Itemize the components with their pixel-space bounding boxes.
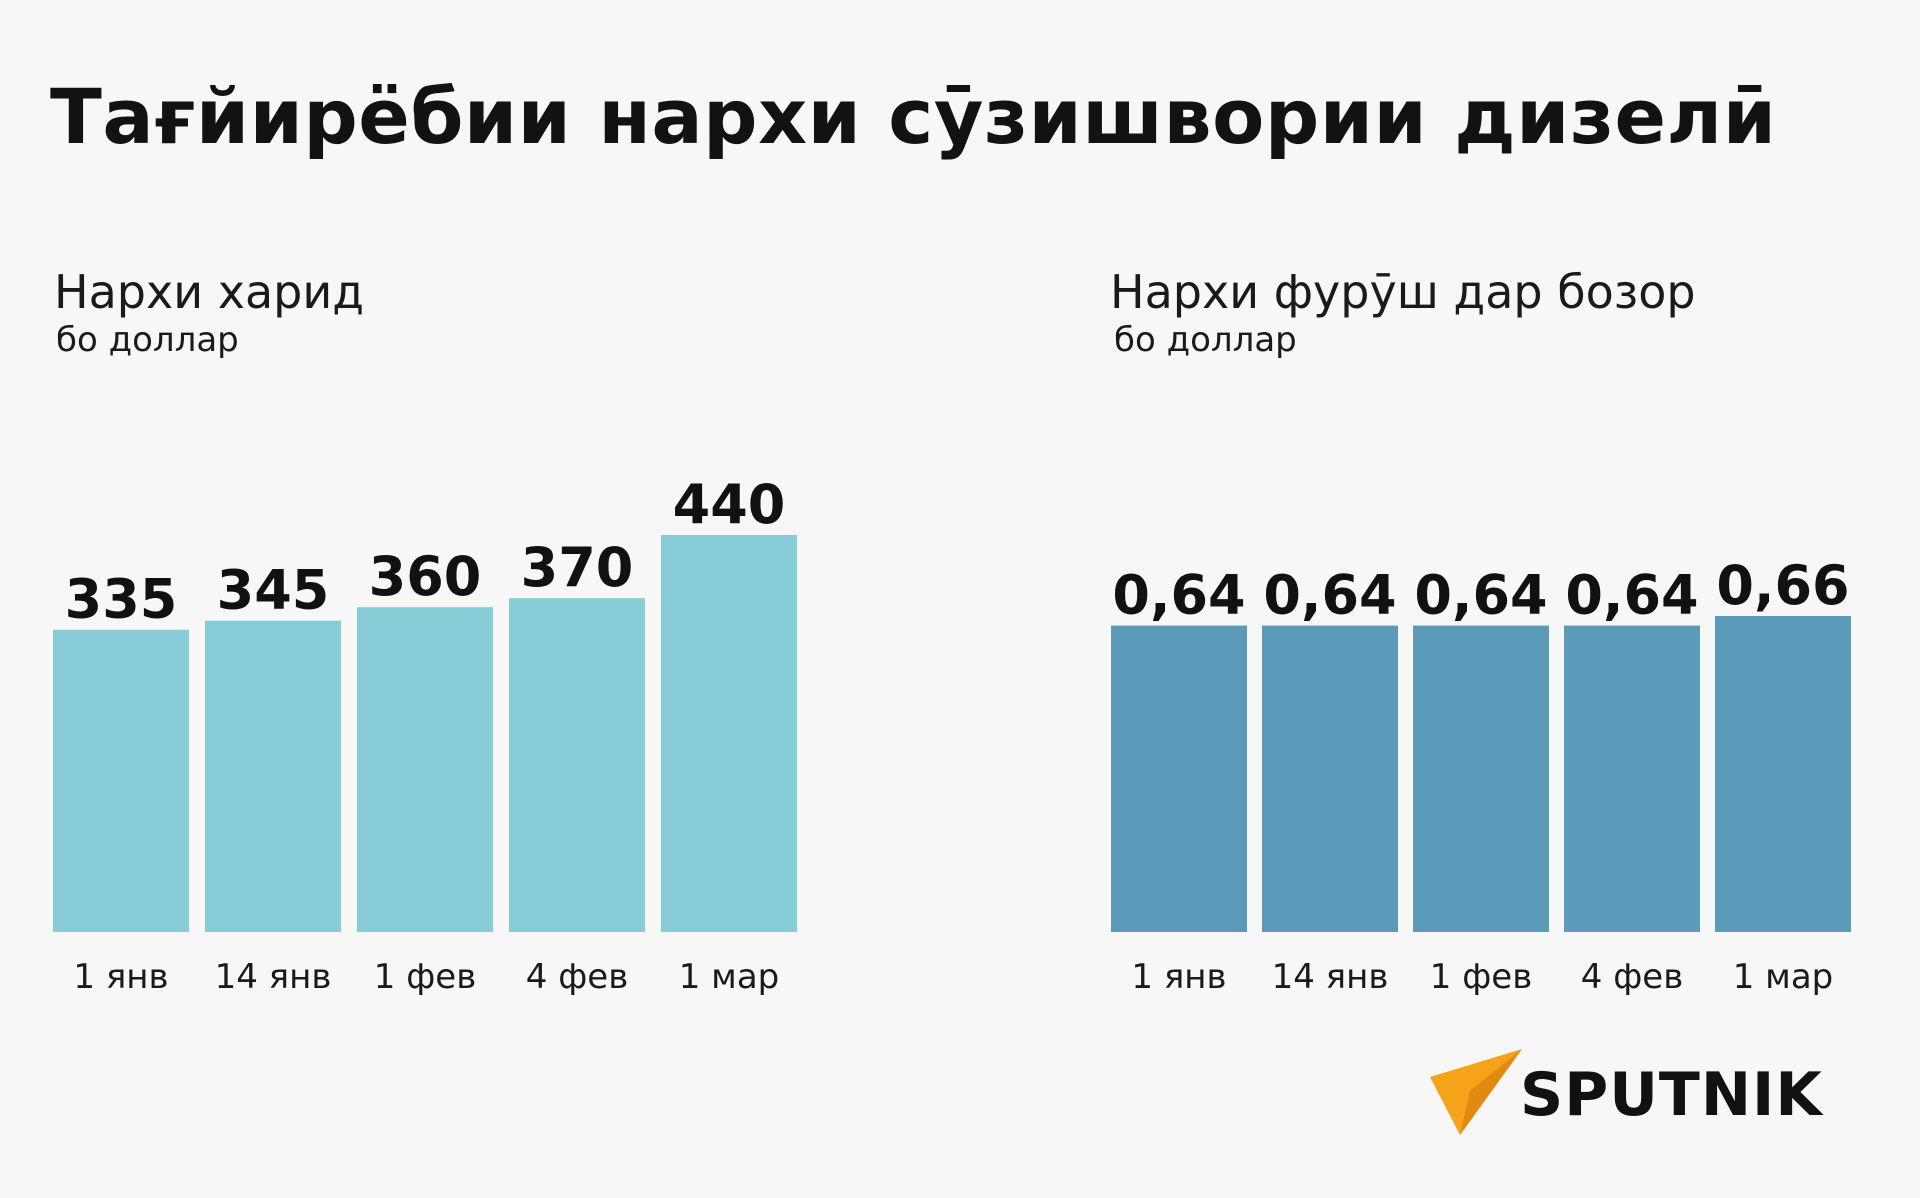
purchase-chart-title: Нархи харид xyxy=(54,265,365,319)
category-label: 14 янв xyxy=(215,957,332,997)
value-label: 0,64 xyxy=(1565,564,1698,627)
bar-market-3 xyxy=(1564,625,1700,932)
value-label: 0,64 xyxy=(1112,564,1245,627)
bar-purchase-2 xyxy=(357,607,493,932)
value-label: 370 xyxy=(521,536,634,599)
value-label: 0,64 xyxy=(1414,564,1547,627)
market-chart-title: Нархи фурӯш дар бозор xyxy=(1110,265,1696,319)
category-label: 1 мар xyxy=(1733,957,1834,997)
bar-market-0 xyxy=(1111,625,1247,932)
bar-purchase-4 xyxy=(661,535,797,932)
category-label: 1 фев xyxy=(1430,957,1532,997)
purchase-price-chart: 335 1 янв 345 14 янв 360 1 фев 370 4 фев 440 1 ма… xyxy=(53,473,797,997)
bar-market-1 xyxy=(1262,625,1398,932)
sputnik-logo-text: SPUTNIK xyxy=(1520,1060,1824,1130)
bar-purchase-3 xyxy=(509,598,645,932)
value-label: 335 xyxy=(65,568,178,631)
category-label: 1 янв xyxy=(73,957,168,997)
purchase-chart-unit: бо доллар xyxy=(56,320,239,360)
market-chart-unit: бо доллар xyxy=(1114,320,1297,360)
page-title: Тағйирёбии нархи сӯзишвории дизелӣ xyxy=(50,72,1777,161)
value-label: 360 xyxy=(369,545,482,608)
bar-purchase-0 xyxy=(53,629,189,932)
value-label: 345 xyxy=(217,559,330,622)
value-label: 440 xyxy=(673,473,786,536)
category-label: 1 мар xyxy=(679,957,780,997)
category-label: 1 фев xyxy=(374,957,476,997)
market-price-chart: 0,64 1 янв 0,64 14 янв 0,64 1 фев 0,64 4 фев 0,6… xyxy=(1111,554,1851,997)
category-label: 14 янв xyxy=(1272,957,1389,997)
bar-market-2 xyxy=(1413,625,1549,932)
bar-market-4 xyxy=(1715,616,1851,932)
sputnik-logo: SPUTNIK xyxy=(1430,1049,1824,1135)
bar-purchase-1 xyxy=(205,620,341,932)
value-label: 0,66 xyxy=(1716,554,1849,617)
category-label: 4 фев xyxy=(526,957,628,997)
value-label: 0,64 xyxy=(1263,564,1396,627)
category-label: 4 фев xyxy=(1581,957,1683,997)
category-label: 1 янв xyxy=(1131,957,1226,997)
